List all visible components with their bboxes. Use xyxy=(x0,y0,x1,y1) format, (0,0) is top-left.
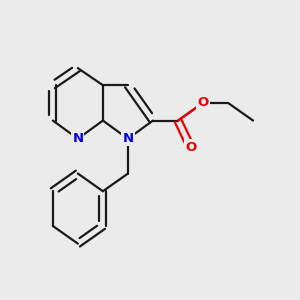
Text: N: N xyxy=(72,132,83,145)
Text: N: N xyxy=(122,132,134,145)
Text: O: O xyxy=(185,141,196,154)
Text: O: O xyxy=(197,96,208,110)
